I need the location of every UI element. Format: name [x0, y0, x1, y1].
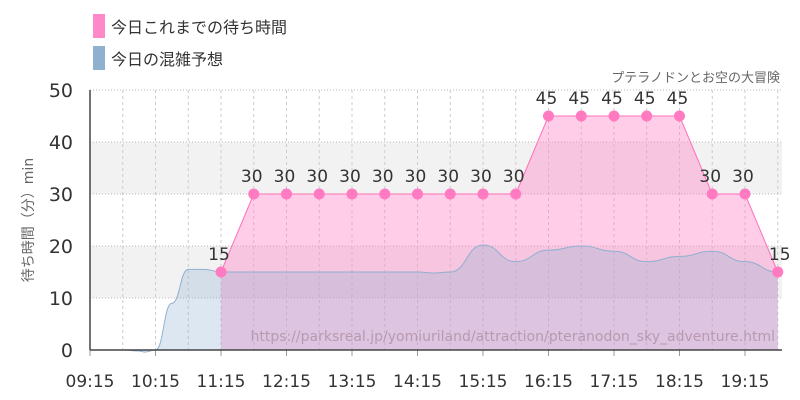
- data-point: [313, 188, 325, 200]
- data-point: [510, 188, 522, 200]
- data-label: 45: [568, 89, 590, 109]
- data-point: [575, 110, 587, 122]
- y-axis-label: 待ち時間（分）min: [21, 158, 37, 282]
- data-point: [412, 188, 423, 200]
- forecast-line: [90, 244, 778, 353]
- data-label: 15: [769, 245, 791, 265]
- y-tick-label: 10: [49, 288, 73, 310]
- series-areas: [90, 115, 779, 353]
- x-tick-label: 16:15: [524, 372, 573, 392]
- data-label: 30: [437, 167, 459, 187]
- data-point: [281, 188, 292, 200]
- data-point: [608, 110, 620, 122]
- grid-band: [90, 246, 782, 298]
- actual-wait-area: [221, 116, 778, 350]
- data-label: 15: [208, 245, 230, 265]
- data-label: 30: [306, 167, 328, 187]
- data-label: 45: [601, 89, 623, 109]
- data-label: 45: [634, 89, 656, 109]
- y-tick-label: 40: [49, 132, 73, 154]
- x-tick-label: 15:15: [459, 372, 508, 392]
- data-point: [641, 110, 653, 122]
- data-label: 30: [503, 167, 525, 187]
- data-point: [739, 188, 751, 200]
- x-tick-label: 11:15: [197, 372, 246, 392]
- grid-band: [90, 142, 782, 194]
- data-point: [674, 110, 685, 122]
- data-label: 30: [372, 167, 394, 187]
- x-tick-label: 14:15: [393, 372, 442, 392]
- x-tick-label: 12:15: [262, 372, 311, 392]
- y-tick-label: 20: [49, 236, 73, 258]
- legend: 今日これまでの待ち時間 今日の混雑予想: [93, 14, 287, 70]
- data-point: [444, 188, 456, 200]
- legend-swatch-forecast: [93, 46, 105, 70]
- legend-label-forecast: 今日の混雑予想: [111, 50, 223, 69]
- data-label: 30: [732, 167, 754, 187]
- data-label: 30: [339, 167, 361, 187]
- x-tick-label: 10:15: [131, 372, 180, 392]
- forecast-area: [90, 244, 778, 353]
- data-label: 45: [667, 89, 689, 109]
- data-label: 45: [536, 89, 558, 109]
- legend-label-actual: 今日これまでの待ち時間: [111, 18, 287, 37]
- background-bands: [90, 142, 782, 298]
- axes: 0 10 20 30 40 50 09:15 10:15 11:15 12:15 13:15 14:1…: [49, 80, 782, 392]
- x-tick-label: 17:15: [590, 372, 639, 392]
- x-tick-label: 13:15: [328, 372, 377, 392]
- data-points: 15 30 30 30 30 30 30 30 30 30 45 45 45 45 45 30 30 15: [208, 89, 791, 278]
- data-point: [215, 266, 227, 278]
- x-tick-label: 19:15: [721, 372, 770, 392]
- data-point: [346, 188, 358, 200]
- x-tick-label: 09:15: [66, 372, 115, 392]
- data-point: [543, 110, 554, 122]
- y-tick-label: 0: [61, 340, 73, 362]
- data-label: 30: [470, 167, 492, 187]
- data-label: 30: [241, 167, 263, 187]
- data-point: [248, 188, 260, 200]
- data-label: 30: [405, 167, 427, 187]
- legend-swatch-actual: [93, 14, 105, 38]
- data-point: [379, 188, 391, 200]
- data-point: [477, 188, 489, 200]
- data-label: 30: [699, 167, 721, 187]
- x-tick-label: 18:15: [655, 372, 704, 392]
- y-tick-label: 50: [49, 80, 73, 102]
- y-tick-label: 30: [49, 184, 73, 206]
- chart-title: プテラノドンとお空の大冒険: [611, 71, 780, 86]
- data-point: [706, 188, 718, 200]
- data-label: 30: [274, 167, 296, 187]
- data-point: [772, 266, 784, 278]
- watermark-url: https://parksreal.jp/yomiuriland/attract…: [250, 329, 775, 345]
